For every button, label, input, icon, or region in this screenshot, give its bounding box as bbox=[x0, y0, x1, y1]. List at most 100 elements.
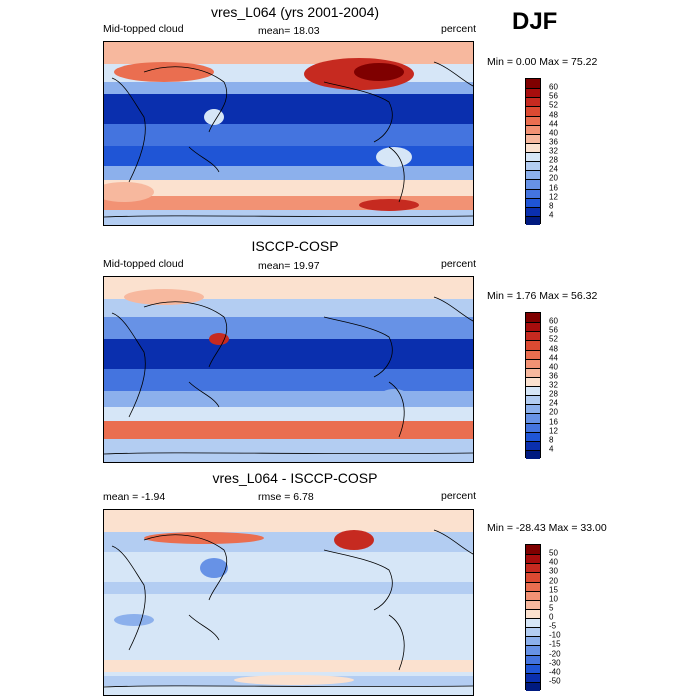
colorbar-tick-label: 40 bbox=[549, 362, 558, 372]
colorbar-tick-label: -40 bbox=[549, 667, 561, 677]
colorbar-swatch bbox=[526, 636, 540, 646]
colorbar-tick-label: 40 bbox=[549, 557, 558, 567]
panel2-coastlines bbox=[104, 296, 473, 455]
colorbar-tick-label: -15 bbox=[549, 639, 561, 649]
colorbar-tick-label: 28 bbox=[549, 389, 558, 399]
colorbar-swatch bbox=[526, 645, 540, 655]
colorbar-tick-label: -10 bbox=[549, 630, 561, 640]
colorbar-swatch bbox=[526, 106, 540, 116]
panel2-mean: mean= 19.97 bbox=[258, 260, 320, 272]
colorbar-swatch bbox=[526, 79, 540, 89]
colorbar-swatch bbox=[526, 161, 540, 171]
colorbar-tick-label: 4 bbox=[549, 444, 554, 454]
panel1-units: percent bbox=[441, 23, 477, 35]
colorbar-tick-label: 24 bbox=[549, 398, 558, 408]
colorbar-tick-label: 48 bbox=[549, 344, 558, 353]
colorbar-swatch bbox=[526, 331, 540, 341]
colorbar-swatch bbox=[526, 572, 540, 582]
colorbar-tick-label: 60 bbox=[549, 82, 558, 92]
colorbar-tick-label: 56 bbox=[549, 325, 558, 335]
colorbar-swatch bbox=[526, 590, 540, 600]
colorbar-swatch bbox=[526, 618, 540, 628]
panel2-minmax: Min = 1.76 Max = 56.32 bbox=[487, 290, 598, 302]
colorbar-tick-label: 16 bbox=[549, 417, 558, 426]
panel3-coastlines bbox=[104, 529, 473, 688]
colorbar-tick-label: 50 bbox=[549, 548, 558, 558]
colorbar-tick-label: 44 bbox=[549, 119, 558, 129]
colorbar-swatch bbox=[526, 440, 540, 450]
panel1-map bbox=[103, 41, 474, 226]
panel3-map bbox=[103, 509, 474, 696]
colorbar-swatch bbox=[526, 431, 540, 441]
colorbar-swatch bbox=[526, 386, 540, 396]
panel2-left-label: Mid-topped cloud bbox=[103, 258, 184, 270]
panel1-map-field bbox=[104, 42, 473, 225]
colorbar-tick-label: -50 bbox=[549, 676, 561, 686]
colorbar-swatch bbox=[526, 554, 540, 564]
colorbar-swatch bbox=[526, 170, 540, 180]
colorbar-tick-label: 24 bbox=[549, 164, 558, 174]
colorbar-swatch bbox=[526, 188, 540, 198]
colorbar-tick-label: 20 bbox=[549, 173, 558, 183]
colorbar-tick-label: 60 bbox=[549, 316, 558, 326]
colorbar-tick-label: -5 bbox=[549, 621, 557, 631]
panel2-map bbox=[103, 276, 474, 463]
colorbar-swatch bbox=[526, 215, 540, 225]
panel3-map-field bbox=[104, 510, 473, 695]
colorbar-swatch bbox=[526, 124, 540, 134]
panel3-mean: mean = -1.94 bbox=[103, 491, 166, 503]
colorbar-swatch bbox=[526, 663, 540, 673]
colorbar-swatch bbox=[526, 197, 540, 207]
colorbar-tick-label: 40 bbox=[549, 128, 558, 138]
colorbar-swatch bbox=[526, 313, 540, 323]
colorbar-swatch bbox=[526, 97, 540, 107]
colorbar-tick-label: 15 bbox=[549, 585, 558, 595]
colorbar-tick-label: 16 bbox=[549, 183, 558, 192]
colorbar-swatch bbox=[526, 404, 540, 414]
colorbar-tick-label: 44 bbox=[549, 353, 558, 363]
colorbar-swatch bbox=[526, 449, 540, 459]
colorbar-tick-label: 52 bbox=[549, 100, 558, 110]
colorbar-tick-label: -30 bbox=[549, 658, 561, 668]
colorbar-swatch bbox=[526, 599, 540, 609]
colorbar-swatch bbox=[526, 142, 540, 152]
colorbar-swatch bbox=[526, 367, 540, 377]
colorbar-tick-label: -20 bbox=[549, 649, 561, 658]
panel1-minmax: Min = 0.00 Max = 75.22 bbox=[487, 56, 598, 68]
panel1-mean: mean= 18.03 bbox=[258, 25, 320, 37]
colorbar-swatch bbox=[526, 627, 540, 637]
colorbar-tick-label: 32 bbox=[549, 146, 558, 156]
colorbar-swatch bbox=[526, 395, 540, 405]
colorbar-tick-label: 8 bbox=[549, 201, 554, 211]
colorbar-tick-label: 0 bbox=[549, 612, 554, 622]
panel3-colorbar bbox=[525, 544, 541, 691]
panel3-rmse: rmse = 6.78 bbox=[258, 491, 314, 503]
panel3-minmax: Min = -28.43 Max = 33.00 bbox=[487, 522, 607, 534]
colorbar-tick-label: 8 bbox=[549, 435, 554, 445]
colorbar-swatch bbox=[526, 340, 540, 350]
panel3-units: percent bbox=[441, 490, 477, 502]
colorbar-swatch bbox=[526, 88, 540, 98]
colorbar-tick-label: 36 bbox=[549, 371, 558, 381]
colorbar-tick-label: 12 bbox=[549, 426, 558, 436]
panel1-left-label: Mid-topped cloud bbox=[103, 23, 184, 35]
colorbar-tick-label: 20 bbox=[549, 407, 558, 417]
panel2-units: percent bbox=[441, 258, 477, 270]
colorbar-swatch bbox=[526, 608, 540, 618]
colorbar-swatch bbox=[526, 672, 540, 682]
colorbar-swatch bbox=[526, 581, 540, 591]
colorbar-swatch bbox=[526, 422, 540, 432]
panel1-coastlines bbox=[104, 61, 473, 218]
colorbar-tick-label: 20 bbox=[549, 576, 558, 585]
panel1-colorbar bbox=[525, 78, 541, 225]
panel2-colorbar bbox=[525, 312, 541, 459]
colorbar-swatch bbox=[526, 152, 540, 162]
colorbar-tick-label: 4 bbox=[549, 210, 554, 220]
colorbar-swatch bbox=[526, 322, 540, 332]
colorbar-tick-label: 32 bbox=[549, 380, 558, 390]
colorbar-tick-label: 10 bbox=[549, 594, 558, 604]
colorbar-tick-label: 30 bbox=[549, 566, 558, 576]
colorbar-tick-label: 12 bbox=[549, 192, 558, 202]
colorbar-swatch bbox=[526, 115, 540, 125]
colorbar-swatch bbox=[526, 349, 540, 359]
